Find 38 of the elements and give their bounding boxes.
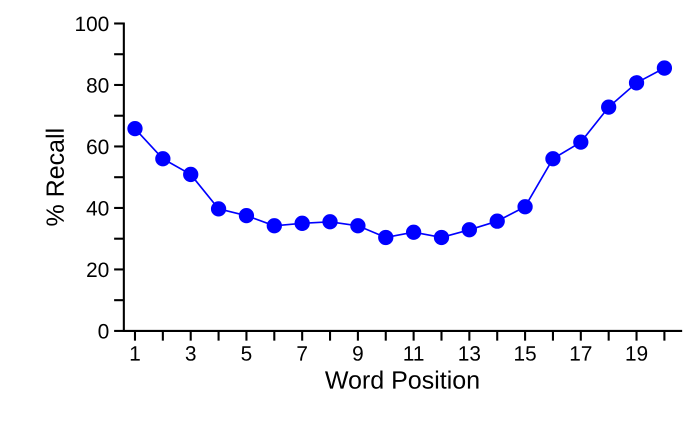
y-tick-label: 100 (76, 16, 108, 32)
x-tick-label: 15 (515, 346, 536, 361)
point (490, 214, 505, 229)
x-axis-title: Word Position (325, 370, 478, 389)
y-tick-label: 80 (86, 78, 108, 93)
point (545, 151, 561, 166)
y-tick-label: 20 (87, 262, 108, 278)
x-tick-label: 19 (626, 346, 648, 361)
point (183, 166, 198, 182)
point (656, 60, 672, 76)
y-tick-label: 0 (98, 324, 108, 339)
point (628, 75, 644, 90)
point (210, 201, 226, 217)
y-tick-label: 60 (87, 139, 108, 154)
point (601, 99, 616, 115)
x-tick-label: 1 (130, 346, 140, 361)
point (266, 218, 282, 234)
x-tick-label: 5 (241, 346, 252, 361)
point (517, 199, 533, 214)
point (127, 120, 143, 136)
point (573, 134, 588, 150)
x-tick-label: 13 (459, 346, 480, 361)
x-tick-label: 7 (297, 346, 307, 361)
point (378, 230, 394, 246)
point (350, 218, 366, 234)
point (462, 222, 477, 238)
point (406, 224, 422, 240)
y-axis-title: % Recall (46, 130, 64, 226)
point (434, 230, 450, 246)
x-tick-label: 3 (186, 346, 196, 361)
point (155, 151, 170, 166)
point (238, 208, 254, 224)
point (322, 214, 338, 230)
x-tick-label: 11 (404, 346, 424, 361)
point (294, 216, 310, 231)
y-tick-label: 40 (86, 200, 108, 216)
x-tick-label: 9 (353, 346, 363, 361)
x-tick-label: 17 (570, 346, 592, 361)
